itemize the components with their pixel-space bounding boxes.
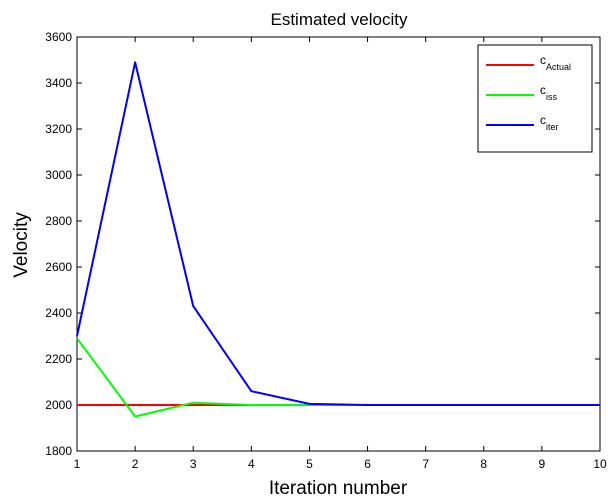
y-tick-label: 3200 [45,122,72,136]
x-tick-label: 3 [190,457,197,471]
x-tick-label: 8 [480,457,487,471]
x-tick-label: 9 [539,457,546,471]
x-tick-label: 2 [132,457,139,471]
legend-box [477,44,593,153]
y-tick-label: 2600 [45,260,72,274]
y-tick-label: 3000 [45,168,72,182]
x-tick-label: 7 [422,457,429,471]
x-tick-label: 10 [593,457,607,471]
x-tick-label: 5 [306,457,313,471]
legend-label: ciss [540,83,557,102]
y-axis-title: Velocity [11,212,32,278]
legend: cActual ciss citer [477,44,593,153]
chart-title: Estimated velocity [271,10,408,29]
y-tick-label: 3600 [45,30,72,44]
legend-label: citer [540,113,559,132]
y-tick-label: 2800 [45,214,72,228]
x-tick-label: 4 [248,457,255,471]
y-tick-label: 2000 [45,398,72,412]
x-axis-title: Iteration number [269,478,408,498]
y-tick-label: 2400 [45,306,72,320]
x-tick-label: 6 [364,457,371,471]
y-tick-label: 1800 [45,444,72,458]
series-line-iter [76,61,600,406]
axis-ticks: 1 2 3 4 5 6 7 8 9 10 1800 2000 2200 2400 2600 2800 3000 3… [45,30,607,471]
x-tick-label: 1 [74,457,81,471]
series-lines [76,61,600,418]
y-tick-label: 3400 [45,76,72,90]
y-tick-label: 2200 [45,352,72,366]
legend-label: cActual [540,53,571,72]
